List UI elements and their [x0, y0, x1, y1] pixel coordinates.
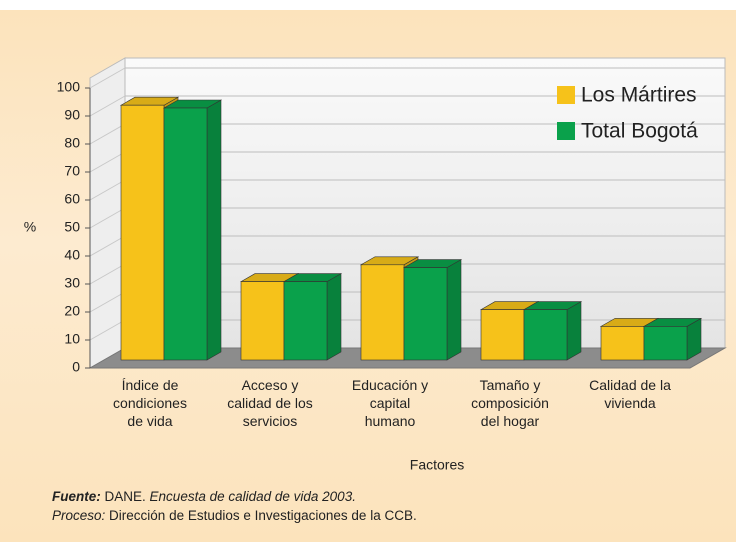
y-axis-label: %	[24, 219, 36, 235]
bar-front	[360, 264, 405, 361]
grid-line-side	[89, 123, 126, 145]
process-line: Proceso: Dirección de Estudios e Investi…	[52, 508, 417, 523]
y-tick-label: 20	[64, 303, 80, 319]
bar-front	[240, 281, 285, 361]
grid-line-side	[89, 319, 126, 341]
legend-swatch	[557, 86, 575, 104]
bar	[642, 317, 703, 361]
source-line: Fuente: DANE. Encuesta de calidad de vid…	[52, 489, 356, 504]
bar	[522, 301, 583, 361]
bar-front	[120, 104, 165, 361]
grid-line-side	[89, 179, 126, 201]
bar-side	[446, 259, 462, 361]
source-org: DANE.	[104, 489, 146, 504]
grid-line-side	[89, 207, 126, 229]
y-tick-label: 100	[57, 79, 81, 95]
process-text: Dirección de Estudios e Investigaciones …	[109, 508, 417, 523]
x-tick-label: Índice de condiciones de vida	[113, 377, 187, 429]
x-tick-label: Educación y capital humano	[351, 377, 429, 429]
bar-front	[163, 107, 208, 361]
bar-front	[643, 326, 688, 361]
y-tick-label: 30	[64, 275, 80, 291]
legend-label: Los Mártires	[581, 84, 697, 107]
bar	[282, 273, 343, 361]
y-tick-label: 50	[64, 219, 80, 235]
y-tick-label: 90	[64, 107, 80, 123]
y-tick-label: 0	[72, 359, 80, 375]
bar-side	[206, 99, 222, 361]
grid-line-side	[89, 95, 126, 117]
x-tick-label: Calidad de la vivienda	[589, 377, 671, 411]
grid-line-side	[89, 263, 126, 285]
x-tick-label: Acceso y calidad de los servicios	[227, 377, 313, 429]
process-label: Proceso:	[52, 508, 106, 523]
y-tick-label: 40	[64, 247, 80, 263]
source-title: Encuesta de calidad de vida 2003.	[149, 489, 356, 504]
y-tick-label: 10	[64, 331, 80, 347]
bar-front	[283, 281, 328, 361]
bar	[402, 259, 463, 361]
grid-line-side	[89, 291, 126, 313]
x-axis-label: Factores	[410, 457, 464, 473]
x-tick-label: Tamaño y composición del hogar	[471, 377, 549, 429]
legend-swatch	[557, 122, 575, 140]
bar-side	[326, 273, 342, 361]
grid-line-side	[89, 235, 126, 257]
source-label: Fuente:	[52, 489, 101, 504]
bar	[162, 99, 223, 361]
y-tick-label: 70	[64, 163, 80, 179]
y-tick-label: 60	[64, 191, 80, 207]
bar-side	[566, 301, 582, 361]
bar-front	[523, 309, 568, 361]
grid-line-side	[89, 151, 126, 173]
bar-front	[600, 326, 645, 361]
y-tick-label: 80	[64, 135, 80, 151]
grid-line-side	[89, 67, 126, 89]
side-wall	[89, 57, 126, 369]
bar-front	[403, 267, 448, 361]
legend-label: Total Bogotá	[581, 120, 698, 143]
bar-front	[480, 309, 525, 361]
